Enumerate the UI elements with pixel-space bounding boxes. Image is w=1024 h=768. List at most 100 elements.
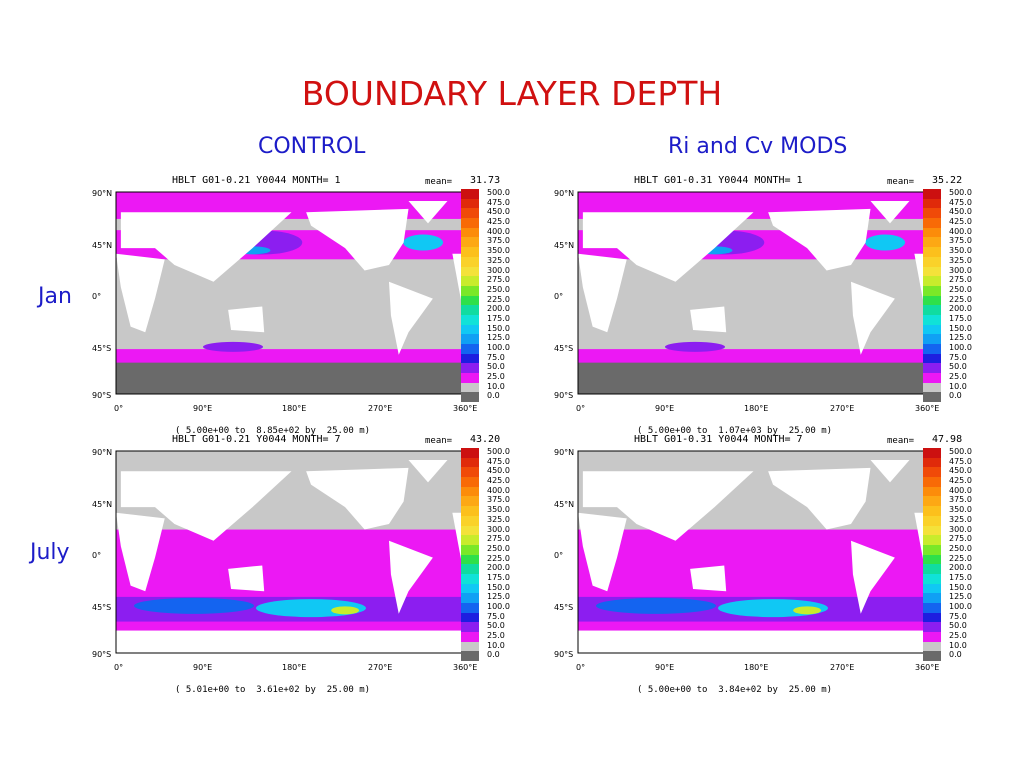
lon-tick-label: 360°E — [915, 404, 940, 413]
legend-swatch — [923, 573, 941, 584]
legend-row: 225.0 — [461, 294, 525, 306]
continent — [116, 512, 165, 592]
legend-row: 325.0 — [461, 515, 525, 526]
southern-patch — [665, 341, 725, 352]
legend-row: 100.0 — [461, 343, 525, 354]
range-text: ( 5.00e+00 to 3.84e+02 by 25.00 m) — [637, 685, 833, 695]
range-text: ( 5.00e+00 to 1.07e+03 by 25.00 m) — [637, 426, 833, 436]
legend-swatch — [923, 525, 941, 536]
legend-swatch — [461, 554, 479, 565]
legend-level-label: 225.0 — [487, 294, 510, 304]
legend-level-label: 50.0 — [949, 362, 967, 372]
legend-level-label: 0.0 — [487, 650, 500, 660]
mean-label: mean= — [887, 436, 915, 446]
legend-level-label: 75.0 — [487, 611, 505, 621]
legend-row: 175.0 — [461, 573, 525, 584]
legend-row: 500.0 — [923, 188, 987, 199]
mean-value: 43.20 — [470, 434, 501, 445]
legend-row: 250.0 — [923, 285, 987, 296]
gulfstream-patch — [403, 234, 444, 251]
legend-level-label: 375.0 — [949, 495, 972, 505]
lon-tick-label: 270°E — [368, 663, 393, 672]
southern-deep-1 — [596, 597, 716, 614]
lat-tick-label: 45°N — [554, 241, 575, 250]
legend-level-label: 25.0 — [949, 631, 967, 641]
legend-swatch — [461, 208, 479, 219]
legend-swatch — [923, 583, 941, 594]
legend-swatch — [923, 477, 941, 487]
ocean-map — [577, 191, 946, 395]
legend-level-label: 175.0 — [487, 313, 510, 323]
legend-row: 425.0 — [923, 476, 987, 487]
legend-level-label: 150.0 — [949, 323, 972, 333]
continent — [120, 471, 292, 541]
lat-tick-label: 90°S — [92, 391, 112, 400]
continent — [870, 459, 910, 483]
legend-row: 325.0 — [923, 515, 987, 526]
legend-level-label: 25.0 — [487, 631, 505, 641]
legend-row: 350.0 — [923, 246, 987, 257]
lon-tick-label: 180°E — [744, 663, 769, 672]
legend-level-label: 175.0 — [949, 313, 972, 323]
legend-level-label: 350.0 — [949, 505, 972, 515]
lon-tick-label: 270°E — [830, 404, 855, 413]
legend-swatch — [461, 227, 479, 238]
legend-row: 75.0 — [461, 353, 525, 364]
lon-tick-label: 270°E — [830, 663, 855, 672]
legend-swatch — [461, 448, 479, 458]
legend-row: 450.0 — [461, 466, 525, 478]
legend-swatch — [461, 198, 479, 209]
legend-swatch — [461, 218, 479, 228]
legend-level-label: 450.0 — [949, 207, 972, 217]
legend-level-label: 325.0 — [949, 255, 972, 265]
legend-level-label: 500.0 — [949, 447, 972, 456]
legend-level-label: 200.0 — [487, 304, 510, 314]
legend-row: 350.0 — [461, 246, 525, 257]
legend-row: 375.0 — [461, 495, 525, 507]
legend-level-label: 125.0 — [487, 592, 510, 602]
lat-tick-label: 90°N — [554, 189, 575, 198]
map-panel-mods-jan: HBLT G01-0.31 Y0044 MONTH= 1 mean= 35.22 ( … — [552, 175, 992, 440]
legend-level-label: 50.0 — [949, 621, 967, 631]
lat-tick-label: 90°S — [554, 650, 574, 659]
legend-row: 225.0 — [923, 554, 987, 565]
legend-row: 100.0 — [923, 602, 987, 613]
legend-swatch — [923, 208, 941, 219]
legend-row: 300.0 — [923, 525, 987, 536]
legend-level-label: 450.0 — [949, 466, 972, 476]
legend-row: 500.0 — [923, 447, 987, 458]
legend-row: 350.0 — [923, 505, 987, 516]
legend-row: 175.0 — [461, 313, 525, 325]
legend-row: 450.0 — [923, 466, 987, 478]
legend-row: 250.0 — [461, 544, 525, 555]
continent — [768, 467, 871, 530]
legend-level-label: 375.0 — [487, 236, 510, 246]
legend-level-label: 0.0 — [487, 391, 500, 401]
mean-label: mean= — [887, 177, 915, 187]
lon-tick-label: 90°E — [193, 404, 213, 413]
legend-row: 300.0 — [461, 266, 525, 277]
legend-swatch — [461, 237, 479, 248]
legend-level-label: 0.0 — [949, 391, 962, 401]
legend-level-label: 50.0 — [487, 362, 505, 372]
legend-row: 450.0 — [923, 207, 987, 219]
polar-zone — [578, 362, 929, 394]
legend-row: 475.0 — [923, 198, 987, 209]
legend-swatch — [923, 334, 941, 344]
legend-swatch — [461, 256, 479, 267]
legend-row: 0.0 — [461, 650, 525, 662]
legend-swatch — [923, 198, 941, 209]
legend-swatch — [461, 373, 479, 383]
legend-level-label: 500.0 — [487, 188, 510, 197]
continent — [851, 540, 895, 614]
legend-swatch — [923, 276, 941, 286]
color-legend: 500.0 475.0 450.0 425.0 400.0 375.0 350.0 325.0… — [461, 447, 525, 662]
legend-swatch — [923, 392, 941, 403]
legend-swatch — [923, 382, 941, 393]
legend-level-label: 325.0 — [487, 255, 510, 265]
legend-row: 50.0 — [461, 362, 525, 374]
lon-tick-label: 0° — [114, 404, 124, 413]
legend-swatch — [461, 573, 479, 584]
legend-swatch — [923, 632, 941, 642]
continent — [116, 253, 165, 333]
